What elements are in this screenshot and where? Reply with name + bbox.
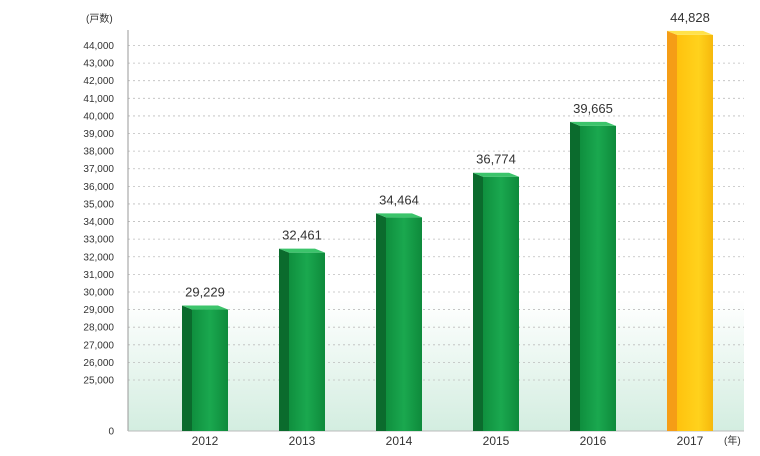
y-tick-label: 33,000 (83, 235, 114, 246)
y-tick-label: 31,000 (83, 270, 114, 281)
value-labels: 29,229 32,461 34,464 36,774 39,665 44,828 (185, 10, 710, 300)
y-tick-label: 38,000 (83, 147, 114, 158)
x-tick-label: 2012 (192, 434, 219, 448)
value-label: 32,461 (282, 228, 322, 243)
x-tick-label: 2017 (677, 434, 704, 448)
y-unit-label: (戸数) (86, 12, 113, 25)
bar (667, 30, 713, 431)
bar (570, 121, 616, 431)
y-tick-label: 37,000 (83, 164, 114, 175)
y-tick-label: 26,000 (83, 358, 114, 369)
x-tick-label: 2014 (386, 434, 413, 448)
y-tick-label: 43,000 (83, 59, 114, 70)
bar (473, 172, 519, 431)
x-unit-label: (年) (724, 434, 741, 447)
value-label: 39,665 (573, 101, 613, 116)
value-label: 36,774 (476, 152, 516, 167)
value-label: 44,828 (670, 10, 710, 25)
y-tick-label: 39,000 (83, 129, 114, 140)
y-tick-label: 42,000 (83, 76, 114, 87)
x-tick-label: 2015 (483, 434, 510, 448)
y-tick-label: 25,000 (83, 376, 114, 387)
y-tick-label: 28,000 (83, 323, 114, 334)
y-tick-label: 41,000 (83, 94, 114, 105)
lower-background-band (128, 300, 744, 431)
bar (182, 305, 228, 431)
x-tick-labels: 2012 2013 2014 2015 2016 2017 (192, 434, 704, 448)
y-tick-label: 36,000 (83, 182, 114, 193)
y-tick-labels: 0 25,000 26,000 27,000 28,000 29,000 30,000 31,… (83, 41, 114, 438)
value-label: 29,229 (185, 285, 225, 300)
value-label: 34,464 (379, 192, 419, 207)
bar (279, 248, 325, 431)
y-tick-label: 40,000 (83, 111, 114, 122)
y-tick-label: 29,000 (83, 305, 114, 316)
y-tick-label: 30,000 (83, 287, 114, 298)
bar (376, 213, 422, 431)
y-tick-label: 34,000 (83, 217, 114, 228)
x-tick-label: 2013 (289, 434, 316, 448)
x-tick-label: 2016 (580, 434, 607, 448)
y-tick-label: 35,000 (83, 199, 114, 210)
bars (182, 30, 713, 431)
y-tick-label: 27,000 (83, 340, 114, 351)
y-tick-label: 44,000 (83, 41, 114, 52)
y-tick-label: 0 (108, 427, 114, 438)
y-tick-label: 32,000 (83, 252, 114, 263)
